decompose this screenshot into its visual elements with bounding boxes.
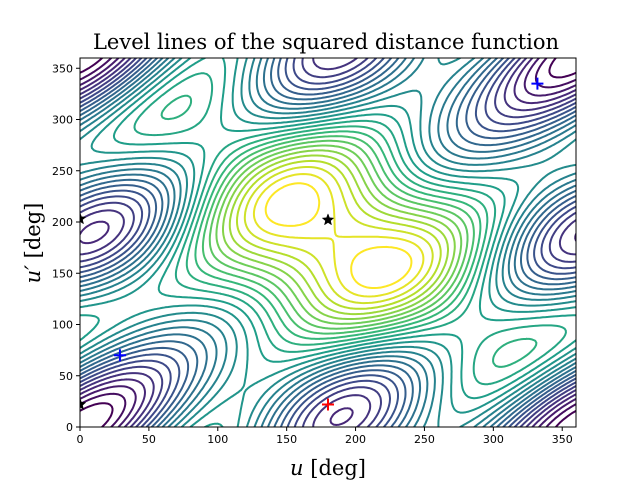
contour-level-line bbox=[252, 173, 425, 298]
x-tick-label: 150 bbox=[276, 433, 297, 446]
y-tick-label: 100 bbox=[52, 319, 73, 332]
contour-level-line bbox=[243, 166, 434, 305]
y-axis-label-unit: [deg] bbox=[21, 203, 45, 265]
y-tick-label: 50 bbox=[59, 370, 73, 383]
x-axis-ticks: 0 50 100 150 200 250 300 350 bbox=[77, 427, 573, 446]
y-axis-label: u′ [deg] bbox=[21, 203, 45, 284]
plus-marker bbox=[322, 398, 334, 411]
contour-level-line bbox=[160, 94, 538, 368]
plus-marker bbox=[531, 77, 544, 90]
y-tick-label: 350 bbox=[52, 62, 73, 75]
contour-level-line bbox=[80, 58, 576, 427]
x-tick-label: 100 bbox=[207, 433, 228, 446]
x-axis-label-variable: u bbox=[290, 456, 304, 480]
y-axis-ticks: 0 50 100 150 200 250 300 350 bbox=[52, 62, 80, 434]
contour-level-line bbox=[80, 58, 576, 427]
y-tick-label: 300 bbox=[52, 114, 73, 127]
contour-level-line bbox=[222, 149, 456, 320]
contour-level-line bbox=[80, 58, 576, 427]
y-axis-label-variable: u′ bbox=[21, 265, 45, 284]
x-tick-label: 250 bbox=[414, 433, 435, 446]
y-tick-label: 0 bbox=[66, 421, 73, 434]
y-tick-label: 150 bbox=[52, 267, 73, 280]
chart-title: Level lines of the squared distance func… bbox=[93, 30, 559, 54]
contour-level-line bbox=[133, 72, 567, 386]
contour-level-line bbox=[201, 135, 475, 335]
x-tick-label: 50 bbox=[142, 433, 156, 446]
contour-level-line bbox=[228, 154, 449, 316]
markers bbox=[80, 77, 544, 411]
contour-level-line bbox=[80, 58, 576, 427]
contour-level-line bbox=[80, 58, 576, 427]
plot-frame bbox=[79, 57, 577, 428]
contour-level-line bbox=[215, 144, 463, 325]
contour-level-line bbox=[264, 182, 413, 289]
star-marker bbox=[321, 213, 335, 226]
star-marker bbox=[80, 397, 87, 410]
contour-level-line bbox=[194, 130, 482, 340]
contour-level-line bbox=[208, 139, 469, 330]
x-axis-label: u [deg] bbox=[290, 456, 366, 480]
contour-level-line bbox=[80, 58, 576, 427]
contour-level-line bbox=[80, 58, 576, 427]
y-tick-label: 250 bbox=[52, 165, 73, 178]
x-tick-label: 0 bbox=[77, 433, 84, 446]
contour-level-line bbox=[236, 159, 442, 310]
x-axis-label-unit: [deg] bbox=[304, 456, 366, 480]
contour-level-line bbox=[80, 58, 576, 427]
y-tick-label: 200 bbox=[52, 216, 73, 229]
contour-level-line bbox=[80, 58, 576, 427]
x-tick-label: 300 bbox=[483, 433, 504, 446]
x-tick-label: 200 bbox=[345, 433, 366, 446]
star-marker bbox=[80, 212, 87, 225]
plus-marker bbox=[113, 349, 126, 362]
x-tick-label: 350 bbox=[552, 433, 573, 446]
